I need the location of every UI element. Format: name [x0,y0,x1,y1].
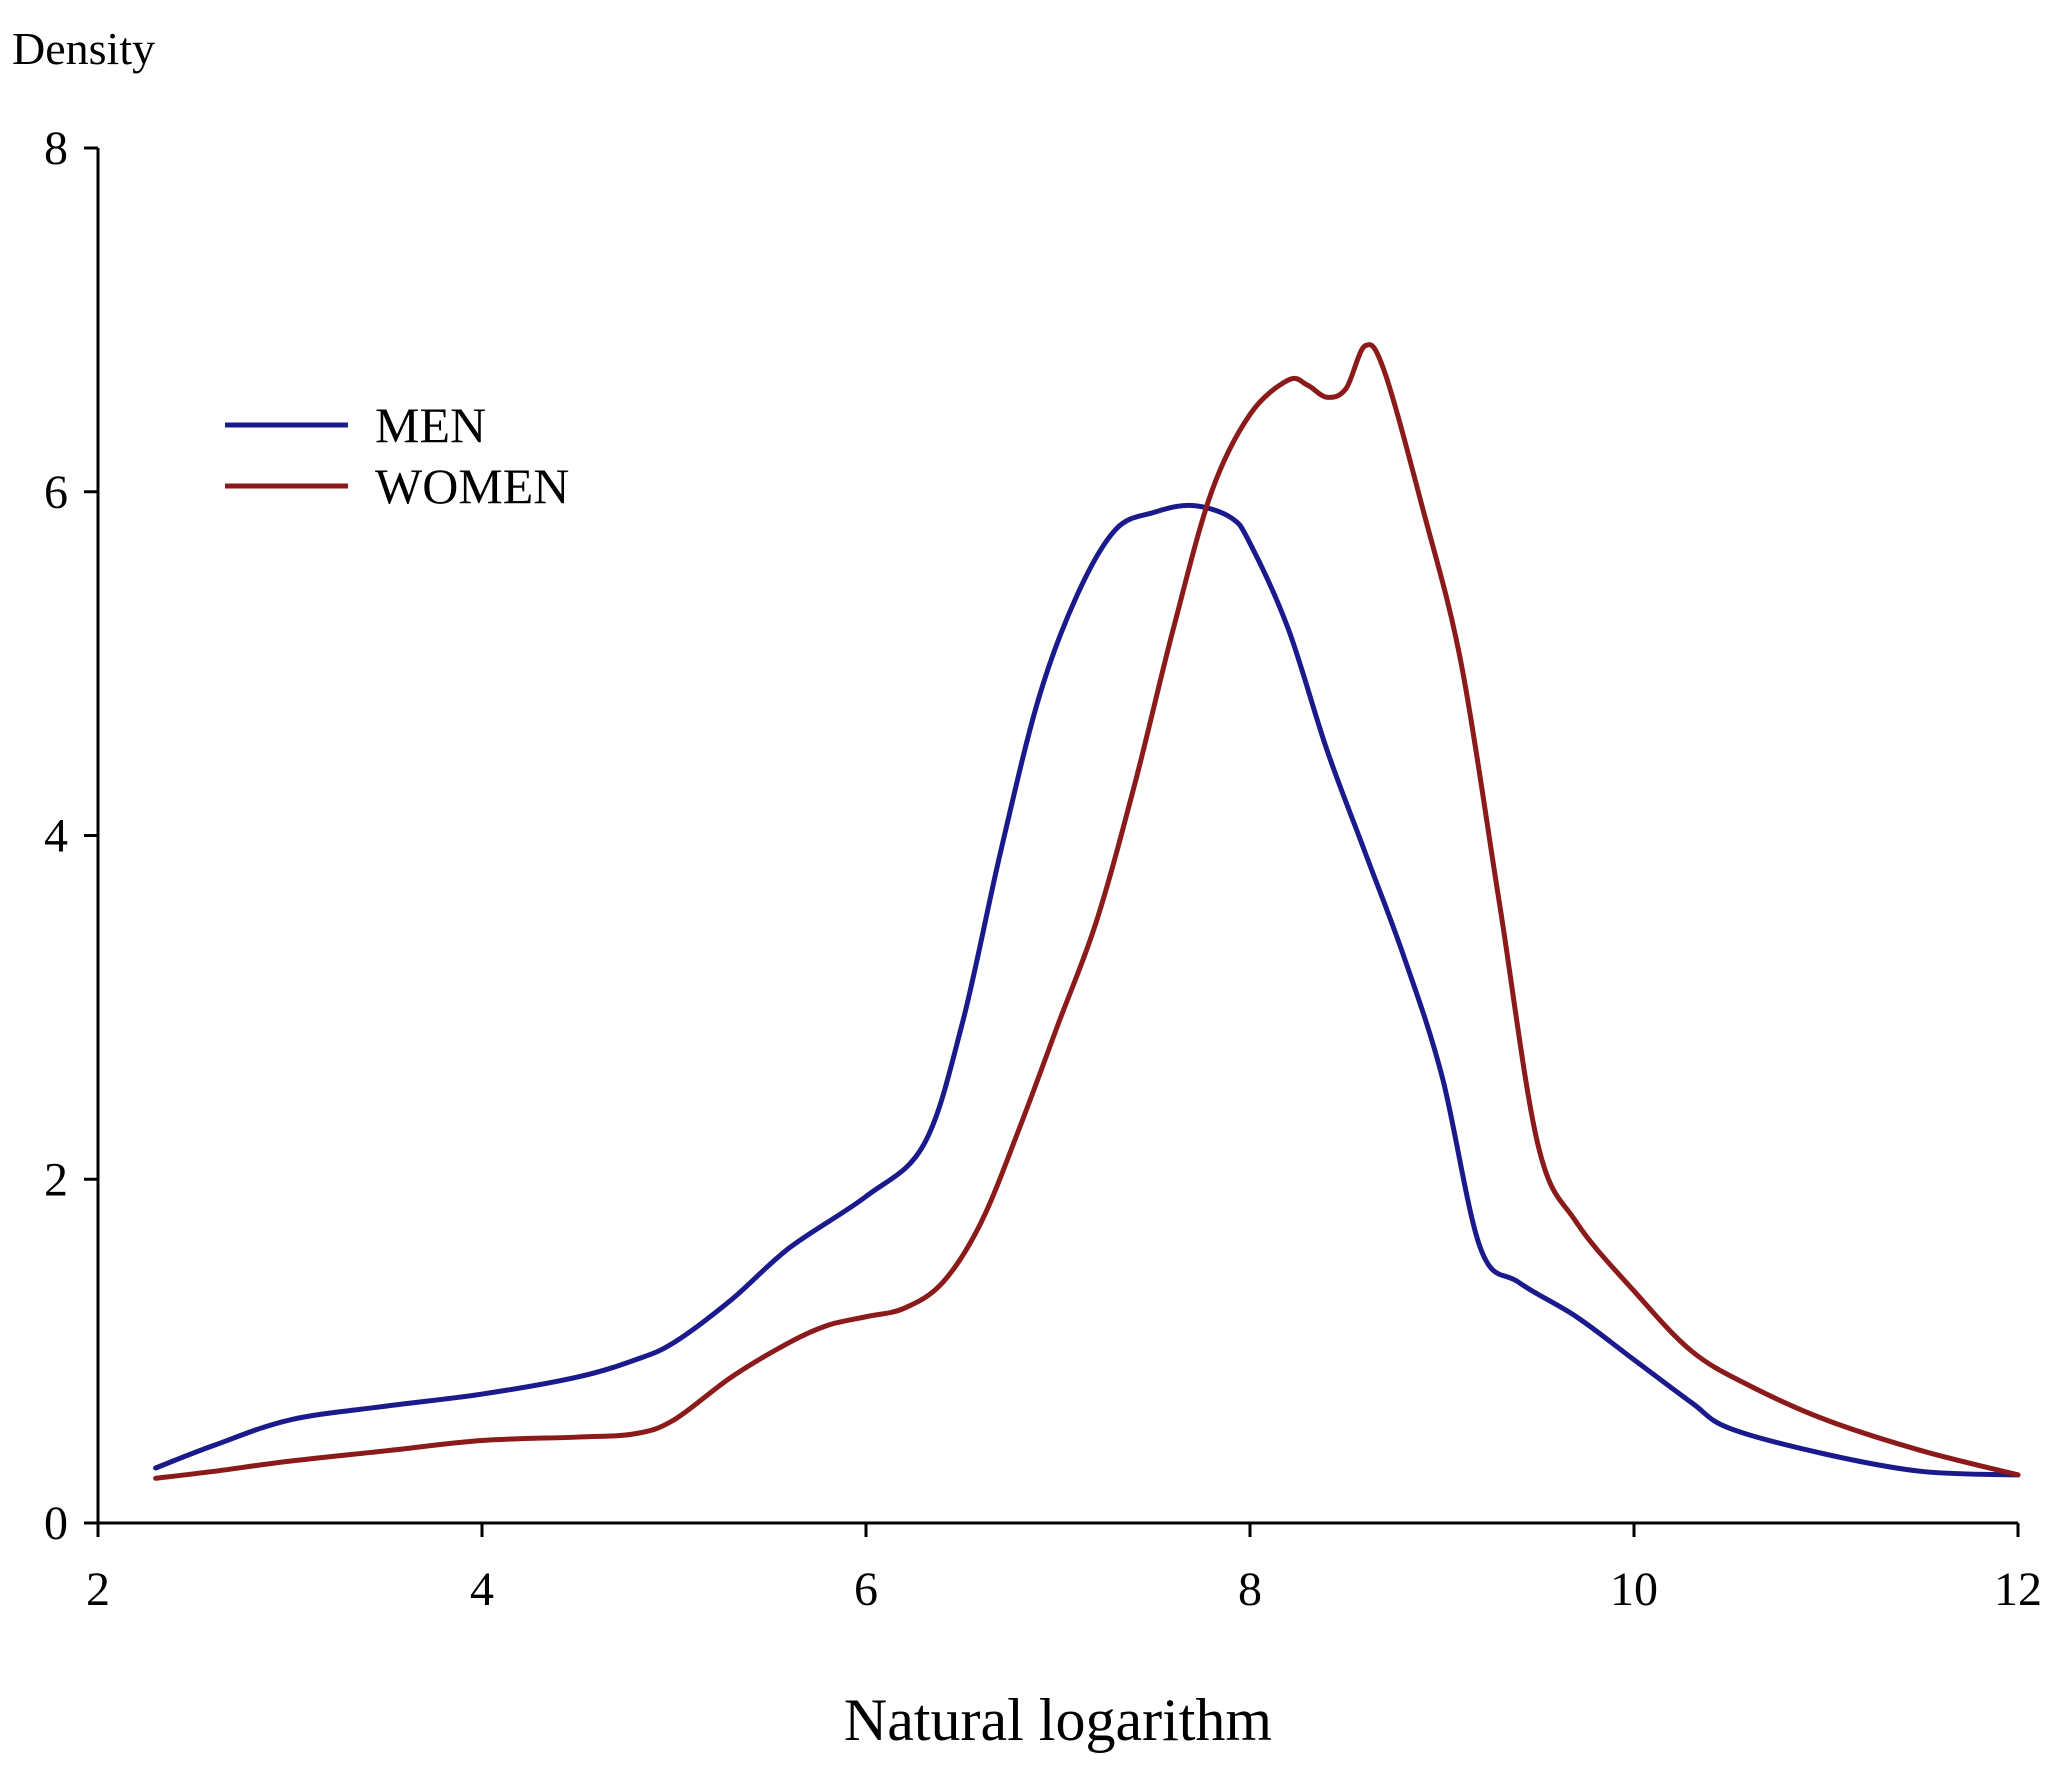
legend-label-men: MEN [375,397,486,453]
y-axis-label: Density [12,23,155,74]
y-tick-label: 4 [44,810,68,863]
x-tick-label: 4 [470,1563,494,1616]
series-line-women [153,342,2021,1481]
series-line-men [153,502,2021,1478]
x-tick-label: 2 [86,1563,110,1616]
legend-label-women: WOMEN [375,458,569,514]
legend: MEN WOMEN [225,397,569,514]
x-tick-label: 10 [1610,1563,1658,1616]
series-lines [153,342,2021,1481]
x-axis-label: Natural logarithm [844,1687,1272,1753]
y-tick-label: 8 [44,122,68,175]
x-tick-label: 8 [1238,1563,1262,1616]
x-tick-label: 6 [854,1563,878,1616]
x-ticks: 2 4 6 8 10 12 [86,1523,2042,1616]
y-tick-label: 2 [44,1153,68,1206]
y-tick-label: 0 [44,1497,68,1550]
y-ticks: 0 2 4 6 8 [44,122,98,1550]
x-tick-label: 12 [1994,1563,2042,1616]
y-tick-label: 6 [44,466,68,519]
